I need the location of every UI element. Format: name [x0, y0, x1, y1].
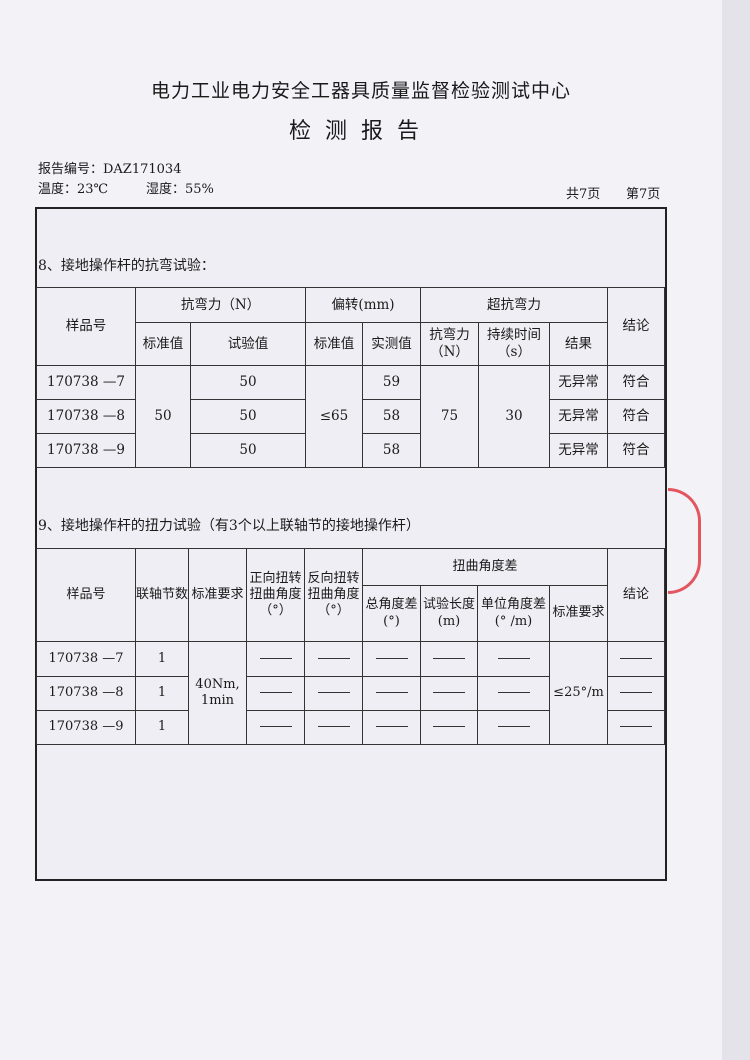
report-number: 报告编号：DAZ171034 [38, 162, 182, 177]
couplings: 1 [135, 641, 189, 677]
sample: 170738 —9 [36, 433, 136, 468]
measured-value: 58 [361, 433, 422, 468]
measured-value: 58 [361, 399, 422, 434]
header-reverse-angle: 反向扭转扭曲角度（°） [304, 548, 363, 642]
header-forward-angle: 正向扭转扭曲角度（°） [246, 548, 305, 642]
section8-title: 8、接地操作杆的抗弯试验： [38, 258, 215, 274]
standard-value: 50 [135, 365, 191, 468]
empty-dash [433, 726, 465, 728]
torsion-test-table: 样品号 联轴节数 标准要求 正向扭转扭曲角度（°） 反向扭转扭曲角度（°） 扭曲… [36, 548, 666, 745]
header-sample: 样品号 [36, 287, 136, 366]
bending-test-table: 样品号 抗弯力（N） 偏转(mm) 超抗弯力 结论 标准值 试验值 标准值 实测… [36, 287, 666, 468]
section9-title: 9、接地操作杆的扭力试验（有3个以上联轴节的接地操作杆） [38, 518, 420, 534]
empty-dash [620, 657, 653, 659]
table-row: 170738 —7 50 50 ≤65 59 75 30 无异常 符合 [36, 365, 666, 468]
seal-stamp [668, 488, 701, 594]
duration: 30 [478, 365, 551, 468]
empty-dash [259, 657, 292, 659]
empty-dash [259, 692, 292, 694]
test-value: 50 [190, 365, 306, 400]
header-std: 标准要求 [548, 585, 609, 642]
sample: 170738 —7 [36, 365, 136, 400]
empty-dash [317, 692, 350, 694]
header-angle-diff: 扭曲角度差 [361, 548, 609, 586]
total-pages: 共7页 [566, 187, 601, 202]
header-conclusion: 结论 [607, 287, 666, 366]
sample: 170738 —8 [36, 676, 136, 711]
header-sample: 样品号 [36, 548, 136, 642]
header-couplings: 联轴节数 [135, 548, 189, 642]
deflection-standard: ≤65 [305, 365, 363, 468]
header-bending-force: 抗弯力（N） [135, 287, 306, 323]
sample: 170738 —7 [36, 641, 136, 677]
over-bending-force: 75 [420, 365, 480, 468]
header-conclusion: 结论 [607, 548, 666, 642]
header-over-bending: 超抗弯力 [420, 287, 609, 323]
test-value: 50 [190, 433, 306, 468]
result: 无异常 [549, 399, 609, 434]
header-total-angle: 总角度差(°) [362, 585, 421, 642]
header-test-length: 试验长度(m) [420, 585, 478, 642]
measured-value: 59 [361, 365, 422, 400]
std-requirement: ≤25°/m [548, 641, 609, 745]
test-value: 50 [190, 399, 306, 434]
empty-dash [433, 692, 465, 694]
empty-dash [620, 726, 653, 728]
header-test-value: 试验值 [190, 322, 306, 366]
empty-dash [433, 657, 465, 659]
header-deflection: 偏转(mm) [304, 287, 422, 323]
couplings: 1 [135, 676, 189, 711]
header-standard: 标准值 [135, 322, 191, 366]
document-title: 电力工业电力安全工器具质量监督检验测试中心 [150, 80, 571, 102]
current-page: 第7页 [626, 187, 661, 202]
conclusion: 符合 [607, 365, 666, 400]
table-row: 170738 —7 1 40Nm, 1min ≤25°/m [36, 641, 666, 745]
header-def-standard: 标准值 [305, 322, 363, 366]
sample: 170738 —9 [36, 710, 136, 745]
conclusion: 符合 [607, 399, 666, 434]
empty-dash [620, 692, 653, 694]
header-requirement: 标准要求 [188, 548, 247, 642]
empty-dash [317, 657, 350, 659]
sample: 170738 —8 [36, 399, 136, 434]
empty-dash [375, 657, 408, 659]
empty-dash [375, 726, 408, 728]
result: 无异常 [549, 365, 609, 400]
empty-dash [375, 692, 408, 694]
couplings: 1 [135, 710, 189, 745]
table-row: 170738 —9 50 58 无异常 符合 [36, 433, 666, 468]
requirement: 40Nm, 1min [188, 641, 247, 745]
document-subtitle: 检测报告 [288, 119, 433, 144]
empty-dash [259, 726, 292, 728]
table-row: 170738 —9 1 [36, 710, 666, 745]
header-unit-angle: 单位角度差(° /m) [477, 585, 550, 642]
document-page: 电力工业电力安全工器具质量监督检验测试中心 检测报告 报告编号：DAZ17103… [0, 0, 722, 1060]
table-row: 170738 —8 50 58 无异常 符合 [36, 399, 666, 434]
result: 无异常 [549, 433, 609, 468]
empty-dash [497, 726, 530, 728]
empty-dash [497, 692, 530, 694]
humidity: 湿度：55% [146, 182, 214, 197]
header-result: 结果 [549, 322, 609, 366]
temperature: 温度：23℃ [38, 182, 109, 197]
empty-dash [497, 657, 530, 659]
conclusion: 符合 [607, 433, 666, 468]
header-duration: 持续时间（s） [478, 322, 551, 366]
header-measured: 实测值 [361, 322, 422, 366]
empty-dash [317, 726, 350, 728]
header-force-n: 抗弯力（N） [420, 322, 480, 366]
